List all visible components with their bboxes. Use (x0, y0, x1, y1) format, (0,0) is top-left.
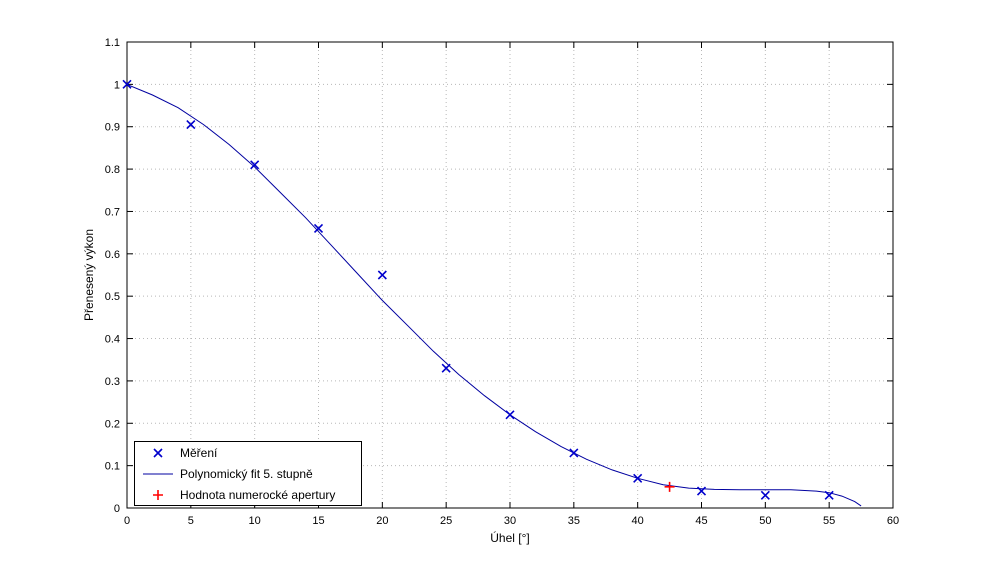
measurement-marker (760, 490, 770, 500)
y-tick-label: 1 (114, 79, 120, 91)
legend-marker-sample (153, 490, 163, 500)
measurement-marker (696, 486, 707, 496)
x-tick-label: 60 (887, 515, 899, 527)
measurement-marker (505, 410, 515, 420)
y-tick-label: 0.4 (105, 334, 120, 346)
x-tick-label: 45 (695, 515, 707, 527)
measurement-marker (313, 223, 324, 233)
measurement-marker (186, 120, 196, 130)
y-tick-label: 0.9 (105, 122, 120, 134)
y-tick-label: 0.2 (105, 418, 120, 430)
x-tick-label: 0 (124, 515, 130, 527)
x-axis-label: Úhel [°] (490, 531, 530, 545)
legend-label: Hodnota numerocké apertury (180, 488, 335, 502)
y-tick-label: 0.3 (105, 376, 120, 388)
legend-label: Polynomický fit 5. stupně (180, 467, 313, 481)
x-tick-label: 5 (188, 515, 194, 527)
x-tick-label: 55 (823, 515, 835, 527)
legend-marker-sample (153, 448, 163, 458)
legend-label: Měření (180, 446, 218, 460)
x-tick-label: 20 (376, 515, 388, 527)
measurement-marker (250, 160, 260, 170)
measurement-marker (377, 270, 387, 280)
measurement-marker (441, 363, 451, 373)
x-tick-label: 30 (504, 515, 516, 527)
numerical-aperture-marker (664, 481, 675, 492)
y-tick-label: 0.5 (105, 291, 120, 303)
y-tick-label: 0.1 (105, 461, 120, 473)
y-tick-label: 0.7 (105, 206, 120, 218)
y-axis-label: Přenesený výkon (82, 228, 96, 322)
y-tick-label: 1.1 (105, 37, 120, 49)
fit-line (126, 83, 862, 507)
measurement-marker (633, 473, 643, 483)
x-tick-label: 35 (568, 515, 580, 527)
measurement-marker (122, 79, 132, 89)
x-tick-label: 50 (759, 515, 771, 527)
x-tick-label: 25 (440, 515, 452, 527)
measurement-marker (569, 448, 579, 458)
measurement-marker (824, 490, 834, 500)
y-tick-label: 0.8 (105, 164, 120, 176)
y-tick-label: 0 (114, 503, 120, 515)
y-tick-label: 0.6 (105, 249, 120, 261)
x-tick-label: 15 (312, 515, 324, 527)
x-tick-label: 40 (632, 515, 644, 527)
x-tick-label: 10 (249, 515, 261, 527)
